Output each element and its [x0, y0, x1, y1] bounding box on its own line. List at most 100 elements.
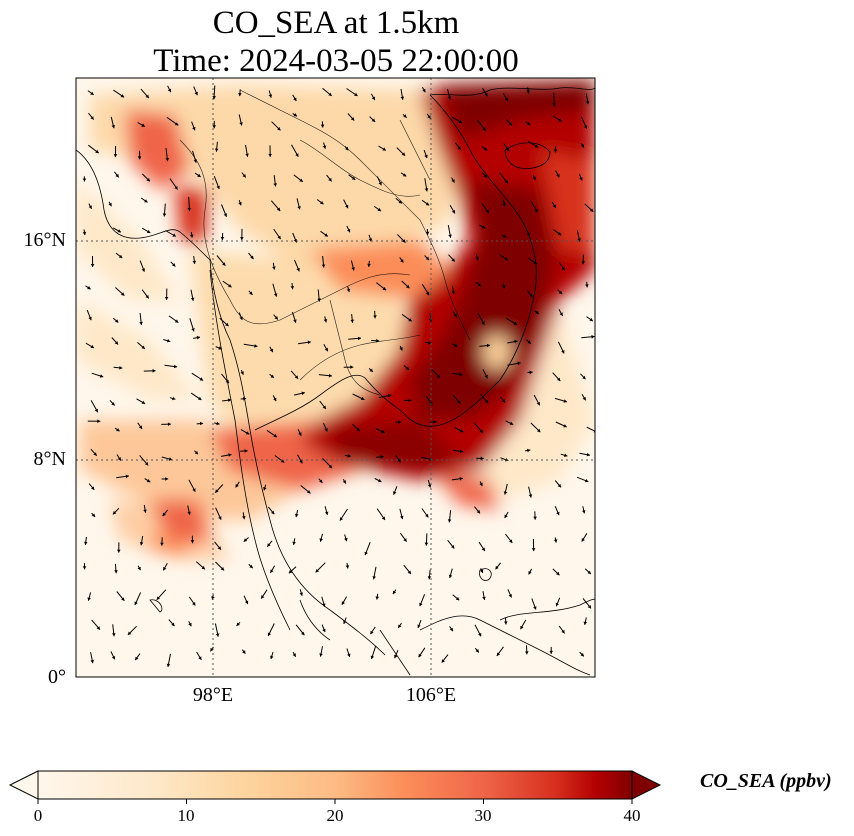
- wind-arrowhead: [97, 419, 101, 423]
- wind-arrow: [586, 426, 595, 432]
- wind-arrowhead: [579, 177, 583, 181]
- wind-arrowhead: [531, 548, 536, 552]
- wind-arrowhead: [343, 620, 347, 624]
- wind-arrowhead: [87, 597, 91, 601]
- wind-arrowhead: [367, 263, 371, 267]
- wind-arrowhead: [298, 432, 302, 436]
- wind-arrowhead: [509, 421, 514, 425]
- wind-arrowhead: [481, 547, 485, 551]
- wind-arrowhead: [174, 319, 179, 323]
- wind-arrowhead: [378, 181, 382, 186]
- wind-arrowhead: [244, 600, 249, 604]
- wind-arrowhead: [192, 126, 196, 131]
- wind-arrowhead: [171, 622, 175, 627]
- wind-arrowhead: [553, 149, 558, 153]
- wind-arrowhead: [451, 545, 455, 549]
- wind-arrowhead: [267, 632, 272, 636]
- wind-vectors: [82, 85, 595, 668]
- wind-arrowhead: [527, 340, 531, 344]
- wind-arrowhead: [486, 343, 490, 348]
- wind-arrowhead: [441, 659, 445, 663]
- wind-arrowhead: [351, 267, 355, 271]
- wind-arrowhead: [447, 519, 452, 523]
- colorbar-label: CO_SEA (ppbv): [700, 770, 832, 792]
- colorbar-tick-label: 30: [474, 806, 492, 825]
- wind-arrowhead: [482, 127, 486, 131]
- wind-arrowhead: [503, 491, 508, 495]
- concentration-field: [76, 78, 595, 677]
- wind-arrowhead: [561, 350, 565, 354]
- wind-arrowhead: [163, 566, 167, 571]
- wind-arrowhead: [324, 511, 329, 515]
- wind-arrowhead: [502, 203, 506, 207]
- wind-arrowhead: [108, 202, 112, 207]
- wind-arrowhead: [373, 315, 377, 319]
- wind-arrowhead: [324, 233, 328, 237]
- wind-arrowhead: [249, 564, 253, 569]
- wind-arrowhead: [91, 513, 96, 517]
- wind-arrowhead: [165, 477, 169, 481]
- wind-arrowhead: [582, 396, 586, 401]
- wind-arrowhead: [111, 402, 115, 406]
- wind-arrowhead: [322, 603, 326, 607]
- wind-arrowhead: [370, 655, 375, 659]
- wind-arrowhead: [425, 256, 430, 261]
- wind-arrowhead: [137, 566, 141, 571]
- wind-arrowhead: [299, 592, 303, 596]
- wind-arrowhead: [215, 633, 220, 637]
- wind-arrowhead: [299, 459, 303, 464]
- wind-arrowhead: [225, 379, 229, 384]
- wind-arrowhead: [455, 596, 460, 601]
- wind-arrowhead: [299, 178, 303, 182]
- wind-arrowhead: [347, 653, 351, 657]
- wind-arrowhead: [449, 627, 453, 632]
- wind-arrowhead: [448, 574, 453, 578]
- wind-arrowhead: [585, 284, 589, 288]
- wind-arrowhead: [533, 260, 537, 264]
- wind-arrowhead: [270, 655, 274, 659]
- wind-arrowhead: [165, 158, 170, 162]
- wind-arrowhead: [194, 450, 199, 455]
- wind-arrowhead: [276, 207, 281, 211]
- wind-arrowhead: [451, 258, 455, 262]
- wind-arrowhead: [141, 400, 146, 404]
- wind-arrowhead: [293, 239, 298, 243]
- wind-arrowhead: [218, 516, 222, 520]
- wind-arrowhead: [403, 538, 407, 542]
- wind-arrowhead: [381, 516, 385, 520]
- wind-arrowhead: [90, 264, 95, 267]
- wind-arrowhead: [428, 318, 433, 322]
- wind-arrowhead: [509, 539, 513, 543]
- wind-arrowhead: [408, 318, 412, 322]
- wind-arrowhead: [549, 650, 553, 654]
- wind-arrowhead: [152, 369, 156, 373]
- wind-arrowhead: [398, 624, 402, 628]
- wind-arrowhead: [166, 663, 171, 667]
- wind-arrowhead: [369, 368, 373, 372]
- wind-arrowhead: [319, 538, 323, 542]
- lat-tick-label: 0°: [48, 666, 66, 688]
- wind-arrowhead: [146, 479, 151, 483]
- wind-arrowhead: [580, 144, 584, 148]
- wind-arrowhead: [482, 596, 486, 600]
- wind-arrowhead: [197, 173, 201, 177]
- wind-arrowhead: [322, 628, 326, 633]
- wind-arrowhead: [454, 343, 458, 347]
- wind-arrowhead: [559, 312, 563, 316]
- wind-arrowhead: [558, 290, 563, 295]
- wind-arrowhead: [400, 96, 405, 100]
- wind-arrowhead: [324, 347, 328, 352]
- wind-arrowhead: [196, 335, 200, 340]
- wind-arrowhead: [146, 178, 150, 182]
- wind-arrowhead: [141, 123, 145, 127]
- wind-arrowhead: [194, 91, 198, 96]
- wind-arrowhead: [323, 319, 328, 323]
- wind-arrowhead: [476, 509, 480, 514]
- wind-arrowhead: [477, 283, 482, 287]
- wind-arrowhead: [503, 234, 507, 238]
- wind-arrowhead: [406, 284, 410, 289]
- wind-arrowhead: [392, 590, 397, 595]
- lat-tick-label: 8°N: [33, 448, 66, 470]
- wind-arrowhead: [319, 479, 323, 483]
